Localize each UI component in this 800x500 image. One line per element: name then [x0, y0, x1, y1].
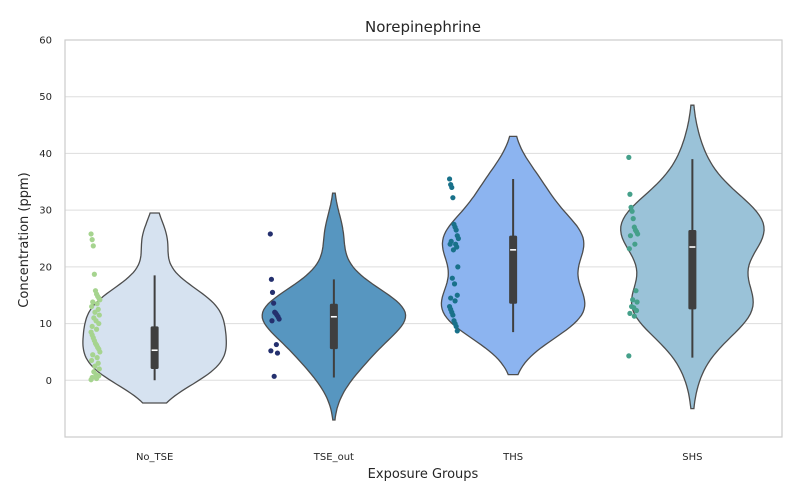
- data-point: [93, 326, 100, 332]
- y-tick-label: 50: [39, 92, 52, 103]
- data-point: [627, 191, 633, 197]
- data-point: [453, 323, 459, 330]
- y-axis-ticks: 0 10 20 30 40 50 60: [39, 36, 52, 387]
- data-point: [92, 363, 98, 369]
- y-tick-label: 60: [39, 36, 52, 47]
- violins-layer: [82, 104, 765, 421]
- data-point: [271, 373, 277, 379]
- data-point: [269, 318, 275, 324]
- data-point: [90, 352, 96, 358]
- data-point: [631, 313, 637, 319]
- y-tick-label: 30: [39, 206, 52, 217]
- iqr-box-TSE_out: [329, 303, 338, 350]
- data-point: [97, 349, 103, 355]
- data-point: [271, 300, 277, 306]
- data-point: [88, 377, 94, 383]
- data-point: [269, 289, 276, 295]
- data-point: [90, 243, 96, 249]
- x-tick-label: No_TSE: [136, 452, 173, 463]
- y-tick-label: 0: [46, 376, 52, 387]
- y-tick-label: 40: [39, 149, 52, 160]
- data-point: [268, 276, 275, 282]
- data-point: [94, 355, 100, 361]
- data-point: [96, 312, 102, 318]
- data-point: [88, 231, 94, 237]
- data-point: [268, 348, 274, 354]
- iqr-box-THS: [509, 235, 518, 304]
- x-axis-ticks: No_TSE TSE_out THS SHS: [136, 452, 703, 463]
- data-point: [96, 366, 102, 372]
- data-point: [454, 328, 460, 334]
- data-point: [267, 231, 273, 237]
- data-point: [626, 154, 632, 160]
- data-point: [96, 320, 102, 327]
- data-point: [449, 275, 455, 281]
- data-point: [626, 353, 632, 359]
- data-point: [630, 297, 636, 303]
- data-point: [455, 235, 461, 242]
- data-point: [93, 375, 100, 382]
- data-point: [635, 231, 641, 237]
- data-point: [454, 292, 460, 298]
- data-point: [89, 357, 95, 364]
- iqr-box-No_TSE: [150, 326, 159, 369]
- x-tick-label: SHS: [682, 452, 702, 463]
- chart-title: Norepinephrine: [365, 18, 481, 36]
- data-point: [276, 316, 282, 322]
- x-tick-label: THS: [502, 452, 523, 463]
- data-point: [89, 323, 95, 330]
- data-point: [633, 307, 640, 314]
- data-point: [450, 195, 456, 201]
- data-point: [94, 301, 100, 307]
- data-point: [274, 350, 281, 356]
- data-point: [449, 184, 455, 191]
- data-point: [627, 310, 633, 316]
- data-point: [450, 247, 457, 253]
- data-point: [91, 271, 97, 277]
- x-tick-label: TSE_out: [313, 452, 354, 463]
- iqr-box-SHS: [688, 229, 697, 310]
- data-point: [629, 208, 635, 214]
- data-point: [90, 299, 96, 305]
- data-point: [447, 241, 453, 247]
- data-point: [450, 312, 456, 318]
- y-tick-label: 20: [39, 262, 52, 273]
- data-point: [626, 246, 632, 252]
- data-point: [627, 233, 634, 239]
- data-point: [633, 288, 639, 294]
- data-point: [89, 303, 95, 310]
- data-point: [97, 297, 103, 303]
- data-point: [451, 281, 458, 287]
- data-point: [452, 298, 458, 304]
- data-point: [634, 299, 640, 305]
- data-point: [89, 237, 95, 243]
- data-point: [446, 176, 453, 182]
- data-point: [453, 227, 459, 233]
- data-point: [628, 204, 634, 210]
- data-point: [632, 241, 638, 247]
- data-point: [448, 295, 454, 301]
- data-point: [273, 341, 279, 348]
- y-axis-label: Concentration (ppm): [17, 172, 32, 307]
- x-axis-label: Exposure Groups: [368, 467, 479, 482]
- data-point: [455, 264, 461, 270]
- data-point: [92, 309, 98, 315]
- y-tick-label: 10: [39, 319, 52, 330]
- data-point: [630, 216, 636, 222]
- plot-frame: [64, 39, 783, 438]
